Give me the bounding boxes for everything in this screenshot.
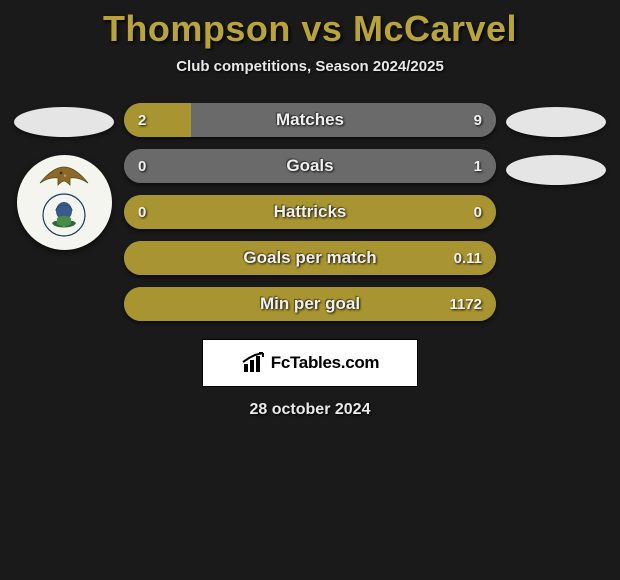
stat-row: 00Hattricks xyxy=(124,195,496,229)
comparison-content: 29Matches 01Goals 00Hattricks 0.11Goals per… xyxy=(10,103,610,321)
player-ellipse-right-2 xyxy=(506,155,606,185)
stat-row: 1172Min per goal xyxy=(124,287,496,321)
player-ellipse-right-1 xyxy=(506,107,606,137)
thistle-icon xyxy=(42,193,86,237)
stat-bar-right xyxy=(124,287,496,321)
stat-row: 0.11Goals per match xyxy=(124,241,496,275)
stat-bar-right xyxy=(124,149,496,183)
subtitle: Club competitions, Season 2024/2025 xyxy=(10,58,610,75)
stat-bar-left xyxy=(124,103,191,137)
stat-row: 29Matches xyxy=(124,103,496,137)
page-title: Thompson vs McCarvel xyxy=(10,8,610,50)
brand-label: FcTables.com xyxy=(271,353,380,373)
stat-bar-left xyxy=(124,195,496,229)
stat-row: 01Goals xyxy=(124,149,496,183)
eagle-icon xyxy=(34,163,94,193)
stat-bars: 29Matches 01Goals 00Hattricks 0.11Goals per… xyxy=(124,103,496,321)
date-label: 28 october 2024 xyxy=(10,401,610,419)
stat-bar-right xyxy=(124,241,496,275)
player-ellipse-left xyxy=(14,107,114,137)
stat-bar-right xyxy=(191,103,496,137)
left-side xyxy=(14,103,114,250)
club-logo-left xyxy=(17,155,112,250)
brand-box: FcTables.com xyxy=(202,339,418,387)
right-side xyxy=(506,103,606,185)
chart-icon xyxy=(241,352,267,374)
